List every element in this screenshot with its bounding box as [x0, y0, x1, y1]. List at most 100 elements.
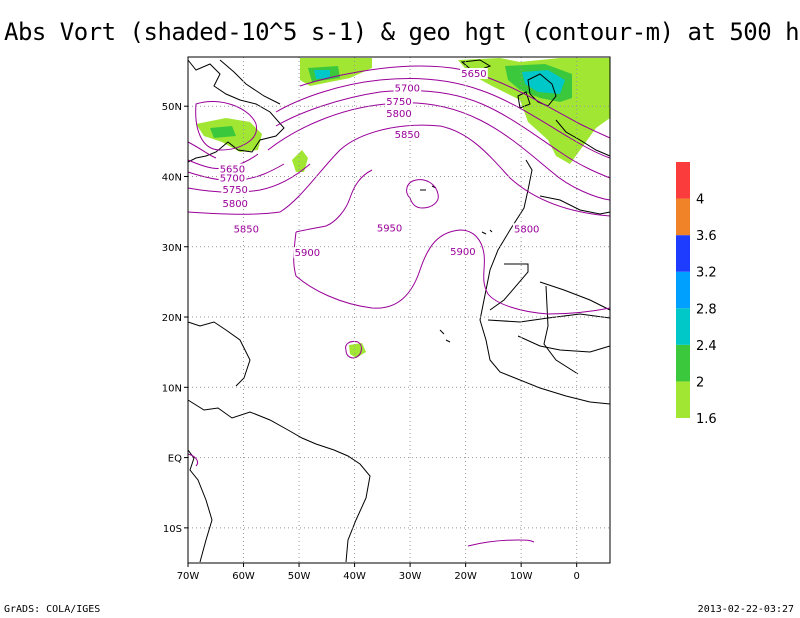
contour-label: 5850 — [234, 224, 259, 235]
colorbar-segment — [676, 308, 690, 345]
contour-south-atlantic — [467, 539, 535, 547]
coast-mediterranean — [539, 195, 611, 215]
border-west-africa-4 — [543, 285, 579, 375]
vort-area-newfoundland-core — [210, 126, 236, 138]
y-tick-label: 30N — [162, 243, 182, 254]
contour-label-bg — [393, 82, 422, 94]
contour-label-bg — [385, 108, 413, 120]
x-tick-label: 40W — [343, 571, 366, 582]
contour-5800-west — [187, 163, 311, 193]
coast-labrador — [219, 59, 281, 105]
y-tick-label: 50N — [162, 102, 182, 113]
vort-area-europe-inner — [522, 70, 565, 94]
border-west-africa-1 — [489, 263, 529, 311]
colorbar-label: 3.6 — [696, 229, 717, 244]
x-axis-ticks: 70W 60W 50W 40W 30W 20W 10W 0 — [177, 563, 580, 582]
colorbar-label: 2 — [696, 375, 704, 390]
map-plot: 5650570057505800585056505700575058005850… — [187, 56, 611, 564]
contour-5750-north — [275, 90, 611, 179]
contour-label-bg — [512, 223, 541, 235]
contour-label-bg — [385, 96, 413, 108]
colorbar-segment — [676, 271, 690, 309]
coast-british-isles — [527, 73, 557, 107]
contour-label-bg — [221, 183, 249, 195]
contour-5650-north — [299, 65, 611, 139]
x-tick-label: 10W — [510, 571, 533, 582]
contour-label: 5800 — [514, 224, 539, 235]
contour-tropical-loop — [345, 341, 362, 359]
coastlines — [187, 59, 611, 563]
vort-area-north-atlantic-inner — [314, 70, 330, 79]
contour-5700-north — [275, 77, 611, 159]
contour-label: 5800 — [386, 109, 411, 120]
contour-label: 5800 — [222, 199, 247, 210]
contour-label-bg — [218, 172, 247, 184]
coast-iberia-africa — [479, 159, 611, 405]
footer-credit: GrADS: COLA/IGES — [4, 604, 101, 615]
height-contours — [187, 65, 611, 547]
footer-timestamp: 2013-02-22-03:27 — [697, 604, 794, 615]
contour-label-bg — [375, 222, 404, 234]
colorbar-label: 1.6 — [696, 412, 717, 427]
y-tick-label: 40N — [162, 172, 182, 183]
map-title: Abs Vort (shaded-10^5 s-1) & geo hgt (co… — [4, 18, 800, 46]
vort-area-tropics — [349, 343, 366, 358]
azores — [420, 185, 437, 191]
contour-newfoundland-loop — [195, 100, 257, 151]
contour-5650-west — [187, 141, 217, 159]
contour-label: 5750 — [386, 97, 411, 108]
colorbar-segment — [676, 235, 690, 272]
contour-label-bg — [293, 247, 322, 259]
contour-label-bg — [232, 223, 261, 235]
contour-label: 5900 — [295, 248, 320, 259]
contour-panama-small — [187, 453, 199, 467]
contour-label: 5650 — [220, 165, 245, 176]
x-tick-label: 70W — [177, 571, 200, 582]
contour-label-bg — [218, 163, 247, 175]
contour-label-bg — [393, 129, 422, 141]
colorbar-label: 2.8 — [696, 302, 717, 317]
contour-label: 5950 — [377, 224, 402, 235]
border-west-africa-5 — [517, 335, 611, 353]
colorbar-segment — [676, 381, 690, 418]
coast-caribbean — [187, 321, 251, 387]
x-tick-label: 30W — [399, 571, 422, 582]
contour-5900-ridge-west — [295, 169, 373, 233]
y-axis-ticks: 50N 40N 30N 20N 10N EQ 10S — [162, 102, 188, 535]
contour-5800-north — [267, 102, 611, 201]
border-west-africa-3 — [487, 313, 611, 323]
plot-frame — [187, 56, 611, 564]
contour-label: 5700 — [220, 174, 245, 185]
contour-label-bg — [221, 197, 249, 209]
vort-area-small-40w — [292, 150, 308, 172]
contour-label: 5900 — [450, 247, 475, 258]
colorbar-label: 2.4 — [696, 339, 717, 354]
y-tick-label: 10S — [163, 524, 182, 535]
x-tick-label: 0 — [573, 571, 579, 582]
colorbar: 1.6 2 2.4 2.8 3.2 3.6 4 — [676, 162, 717, 427]
x-tick-label: 20W — [454, 571, 477, 582]
colorbar-segment — [676, 162, 690, 199]
colorbar-segment — [676, 344, 690, 382]
border-west-africa-2 — [539, 281, 611, 311]
colorbar-label: 3.2 — [696, 266, 717, 281]
contour-label-bg — [460, 67, 488, 79]
x-tick-label: 50W — [288, 571, 311, 582]
colorbar-segment — [676, 198, 690, 236]
y-tick-label: EQ — [168, 454, 182, 465]
contour-label: 5700 — [395, 84, 420, 95]
contour-5900-ridge — [293, 229, 611, 315]
contour-labels: 5650570057505800585056505700575058005850… — [218, 67, 541, 259]
coast-south-america — [187, 399, 371, 563]
contour-5850-north — [187, 124, 611, 217]
coast-panama — [187, 449, 213, 563]
contour-label-bg — [449, 245, 477, 257]
y-tick-label: 20N — [162, 313, 182, 324]
x-tick-label: 60W — [232, 571, 255, 582]
contour-label: 5850 — [395, 130, 420, 141]
coast-france — [555, 119, 611, 157]
colorbar-label: 4 — [696, 193, 704, 208]
y-tick-label: 10N — [162, 383, 182, 394]
cape-verde — [439, 329, 451, 343]
